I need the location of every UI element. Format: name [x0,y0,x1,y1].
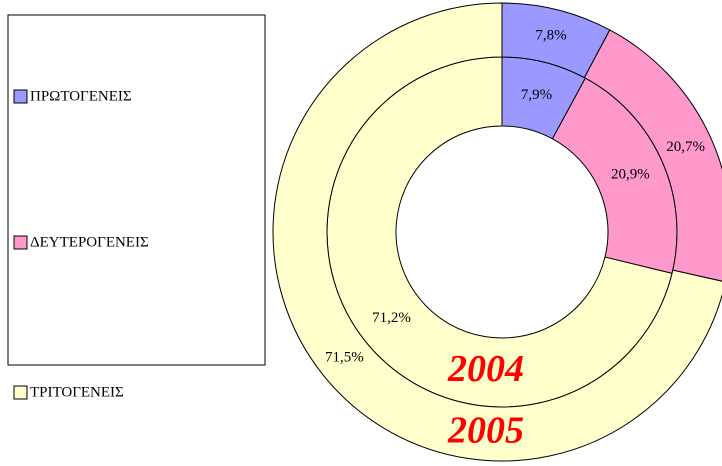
data-label: 20,9% [611,166,650,182]
data-label: 7,8% [535,27,566,43]
legend-swatch [13,385,28,400]
doughnut-segment [583,29,722,282]
legend-label: ΔΕΥΤΕΡΟΓΕΝΕΙΣ [30,234,149,250]
data-label: 7,9% [521,87,552,103]
legend-swatch [13,235,28,250]
ring-annotation: 2005 [447,410,524,452]
data-label: 71,2% [372,310,411,326]
data-label: 71,5% [325,350,364,366]
legend-label: ΤΡΙΤΟΓΕΝΕΙΣ [30,384,124,400]
legend-box [7,14,266,366]
legend-label: ΠΡΩΤΟΓΕΝΕΙΣ [30,88,132,104]
ring-annotation: 2004 [447,348,524,390]
data-label: 20,7% [666,139,705,155]
doughnut-segment [272,2,722,462]
legend-swatch [13,89,28,104]
